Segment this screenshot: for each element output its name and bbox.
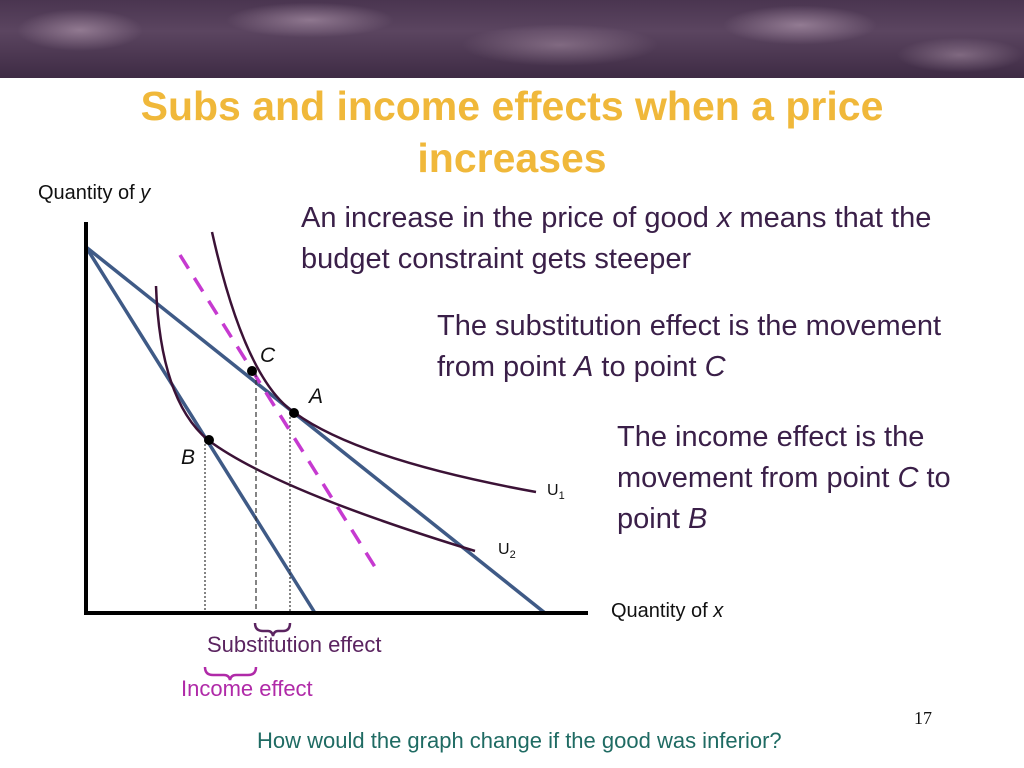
income-brace: [203, 666, 258, 681]
budget-variable: x: [716, 202, 732, 234]
y-axis-label: Quantity of y: [38, 182, 150, 205]
title-line-1: Subs and income effects when a price: [140, 83, 884, 129]
subst-text-1: The substitution effect is the movement …: [437, 310, 942, 383]
substitution-brace: [253, 622, 292, 637]
slide-title: Subs and income effects when a price inc…: [40, 80, 984, 184]
x-axis-label: Quantity of x: [611, 600, 723, 623]
y-axis-label-text: Quantity of: [38, 182, 135, 204]
slide-number: 17: [914, 708, 932, 728]
u1-label-base: U: [547, 482, 559, 499]
original-budget-line: [84, 245, 547, 615]
compensated-budget-line: [178, 254, 382, 576]
income-from-point: C: [897, 462, 919, 494]
x-axis-variable: x: [713, 600, 724, 622]
point-a: [289, 408, 299, 418]
subst-text-2: to point: [593, 351, 705, 383]
u2-label-base: U: [498, 541, 510, 558]
point-c-label: C: [260, 344, 276, 367]
u2-label: U2: [498, 541, 516, 561]
income-effect-label: Income effect: [181, 676, 313, 701]
substitution-explanation: The substitution effect is the movement …: [437, 306, 967, 388]
point-b-label: B: [181, 446, 196, 469]
x-axis-label-text: Quantity of: [611, 600, 708, 622]
income-explanation: The income effect is the movement from p…: [617, 417, 1012, 540]
u1-label: U1: [547, 482, 565, 502]
u2-label-sub: 2: [509, 549, 516, 562]
subst-from-point: A: [574, 351, 594, 383]
point-c: [247, 366, 257, 376]
income-text-2: to point: [617, 462, 951, 535]
budget-text-1: An increase in the price of good: [301, 202, 717, 234]
new-budget-line: [84, 246, 317, 614]
point-a-label: A: [309, 385, 324, 408]
indifference-curve-u2: [154, 285, 476, 553]
budget-explanation: An increase in the price of good x means…: [301, 198, 1001, 280]
title-line-2: increases: [417, 135, 607, 181]
income-text-1: The income effect is the movement from p…: [617, 421, 925, 494]
substitution-effect-label: Substitution effect: [207, 632, 382, 657]
budget-text-2: means that the budget constraint gets st…: [301, 202, 932, 275]
subst-to-point: C: [704, 351, 726, 383]
discussion-question: How would the graph change if the good w…: [257, 728, 782, 753]
header-banner: [0, 0, 1024, 78]
point-b: [204, 435, 214, 445]
u1-label-sub: 1: [558, 490, 565, 503]
income-to-point: B: [687, 503, 708, 535]
y-axis-variable: y: [140, 182, 151, 204]
